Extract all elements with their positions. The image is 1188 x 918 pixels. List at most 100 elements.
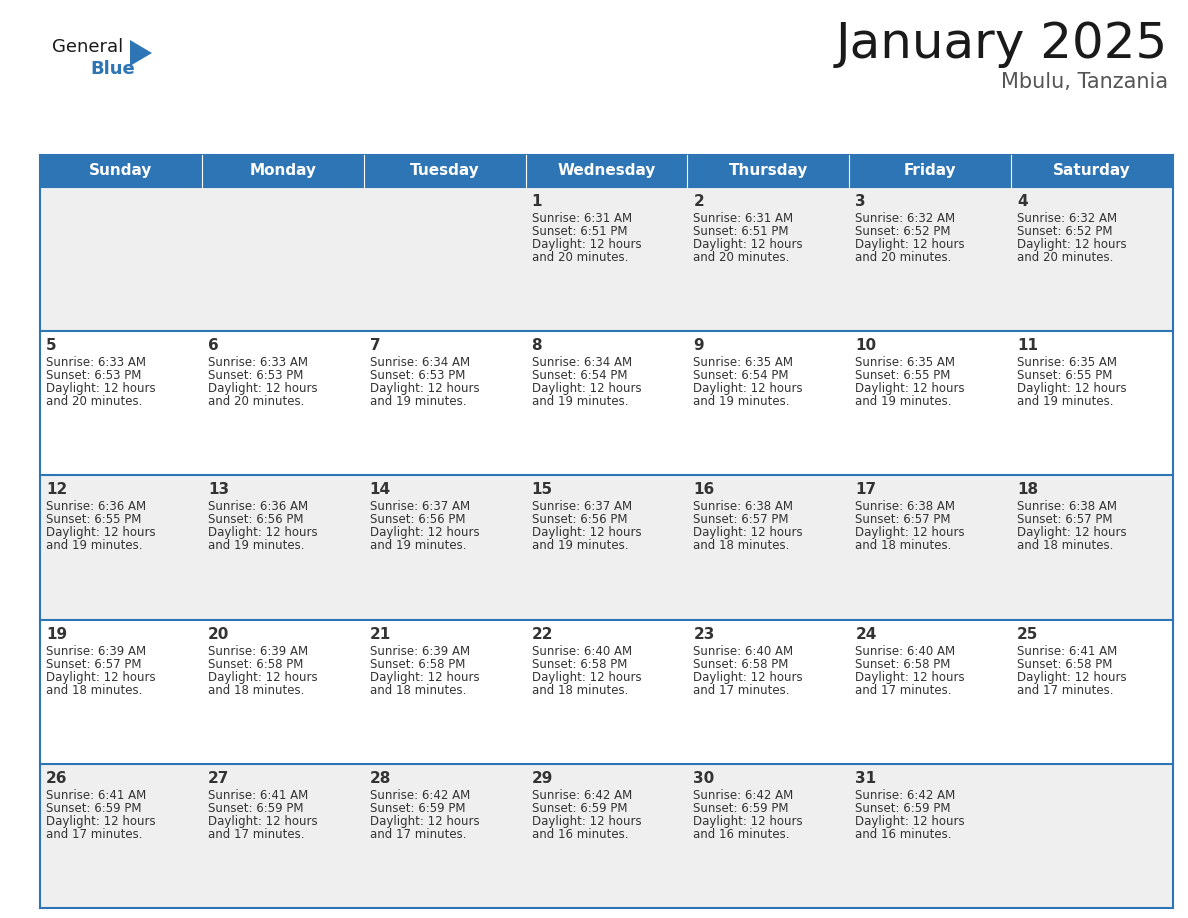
Text: and 17 minutes.: and 17 minutes. [1017,684,1113,697]
Text: 17: 17 [855,482,877,498]
Text: Sunrise: 6:42 AM: Sunrise: 6:42 AM [369,789,470,801]
Text: Sunrise: 6:36 AM: Sunrise: 6:36 AM [208,500,308,513]
Text: Daylight: 12 hours: Daylight: 12 hours [531,526,642,540]
Text: Sunrise: 6:38 AM: Sunrise: 6:38 AM [1017,500,1117,513]
Text: Sunrise: 6:38 AM: Sunrise: 6:38 AM [694,500,794,513]
Text: Sunset: 6:59 PM: Sunset: 6:59 PM [855,801,950,815]
Text: and 18 minutes.: and 18 minutes. [46,684,143,697]
Text: Sunset: 6:59 PM: Sunset: 6:59 PM [208,801,303,815]
Text: Sunrise: 6:41 AM: Sunrise: 6:41 AM [208,789,308,801]
Text: General: General [52,38,124,56]
Text: Mbulu, Tanzania: Mbulu, Tanzania [1000,72,1168,92]
Text: Sunrise: 6:34 AM: Sunrise: 6:34 AM [531,356,632,369]
Text: Thursday: Thursday [728,163,808,178]
Text: Sunrise: 6:37 AM: Sunrise: 6:37 AM [531,500,632,513]
Text: Daylight: 12 hours: Daylight: 12 hours [855,815,965,828]
Text: Daylight: 12 hours: Daylight: 12 hours [369,671,479,684]
Text: Sunrise: 6:41 AM: Sunrise: 6:41 AM [1017,644,1118,657]
Text: 19: 19 [46,627,68,642]
Text: Daylight: 12 hours: Daylight: 12 hours [694,526,803,540]
Text: Sunset: 6:55 PM: Sunset: 6:55 PM [46,513,141,526]
Text: Daylight: 12 hours: Daylight: 12 hours [855,671,965,684]
Text: 23: 23 [694,627,715,642]
Text: Sunset: 6:56 PM: Sunset: 6:56 PM [208,513,303,526]
Text: Sunset: 6:57 PM: Sunset: 6:57 PM [855,513,950,526]
Text: 10: 10 [855,338,877,353]
Text: Daylight: 12 hours: Daylight: 12 hours [369,815,479,828]
Text: 22: 22 [531,627,554,642]
Text: Sunrise: 6:35 AM: Sunrise: 6:35 AM [1017,356,1117,369]
Text: 4: 4 [1017,194,1028,209]
Text: Sunrise: 6:37 AM: Sunrise: 6:37 AM [369,500,469,513]
Text: and 19 minutes.: and 19 minutes. [369,540,466,553]
Text: Daylight: 12 hours: Daylight: 12 hours [694,382,803,396]
Text: and 20 minutes.: and 20 minutes. [531,251,628,264]
Text: 28: 28 [369,771,391,786]
Text: and 18 minutes.: and 18 minutes. [208,684,304,697]
Text: Sunset: 6:59 PM: Sunset: 6:59 PM [369,801,466,815]
Text: Sunrise: 6:38 AM: Sunrise: 6:38 AM [855,500,955,513]
Text: and 18 minutes.: and 18 minutes. [694,540,790,553]
Text: 8: 8 [531,338,542,353]
Text: Daylight: 12 hours: Daylight: 12 hours [46,671,156,684]
Text: Sunrise: 6:42 AM: Sunrise: 6:42 AM [694,789,794,801]
Text: and 17 minutes.: and 17 minutes. [694,684,790,697]
Text: Daylight: 12 hours: Daylight: 12 hours [369,382,479,396]
Bar [364,155,525,187]
Bar [40,764,1173,908]
Text: Monday: Monday [249,163,316,178]
Text: and 19 minutes.: and 19 minutes. [1017,396,1113,409]
Bar [525,155,688,187]
Text: 27: 27 [208,771,229,786]
Text: and 18 minutes.: and 18 minutes. [1017,540,1113,553]
Text: Sunrise: 6:39 AM: Sunrise: 6:39 AM [369,644,469,657]
Text: Daylight: 12 hours: Daylight: 12 hours [208,526,317,540]
Text: Daylight: 12 hours: Daylight: 12 hours [46,526,156,540]
Text: and 18 minutes.: and 18 minutes. [369,684,466,697]
Text: and 20 minutes.: and 20 minutes. [855,251,952,264]
Text: Daylight: 12 hours: Daylight: 12 hours [855,382,965,396]
Text: Daylight: 12 hours: Daylight: 12 hours [208,382,317,396]
Text: Daylight: 12 hours: Daylight: 12 hours [1017,238,1126,251]
Text: 1: 1 [531,194,542,209]
Text: 15: 15 [531,482,552,498]
Text: 6: 6 [208,338,219,353]
Text: 3: 3 [855,194,866,209]
Text: and 16 minutes.: and 16 minutes. [855,828,952,841]
Text: Daylight: 12 hours: Daylight: 12 hours [855,526,965,540]
Text: and 19 minutes.: and 19 minutes. [531,540,628,553]
Text: Sunrise: 6:31 AM: Sunrise: 6:31 AM [531,212,632,225]
Text: 7: 7 [369,338,380,353]
Text: Sunset: 6:55 PM: Sunset: 6:55 PM [1017,369,1112,382]
Text: Wednesday: Wednesday [557,163,656,178]
Text: Daylight: 12 hours: Daylight: 12 hours [694,238,803,251]
Text: Sunset: 6:58 PM: Sunset: 6:58 PM [855,657,950,671]
Text: 14: 14 [369,482,391,498]
Text: Daylight: 12 hours: Daylight: 12 hours [855,238,965,251]
Text: Sunset: 6:55 PM: Sunset: 6:55 PM [855,369,950,382]
Text: Daylight: 12 hours: Daylight: 12 hours [369,526,479,540]
Text: Daylight: 12 hours: Daylight: 12 hours [1017,526,1126,540]
Text: Sunrise: 6:35 AM: Sunrise: 6:35 AM [855,356,955,369]
Text: 21: 21 [369,627,391,642]
Bar [202,155,364,187]
Text: Sunset: 6:54 PM: Sunset: 6:54 PM [531,369,627,382]
Text: Sunrise: 6:31 AM: Sunrise: 6:31 AM [694,212,794,225]
Text: Sunset: 6:58 PM: Sunset: 6:58 PM [694,657,789,671]
Text: 26: 26 [46,771,68,786]
Text: and 19 minutes.: and 19 minutes. [369,396,466,409]
Text: Sunset: 6:53 PM: Sunset: 6:53 PM [208,369,303,382]
Text: Daylight: 12 hours: Daylight: 12 hours [694,815,803,828]
Text: 16: 16 [694,482,715,498]
Text: and 18 minutes.: and 18 minutes. [855,540,952,553]
Text: Daylight: 12 hours: Daylight: 12 hours [531,382,642,396]
Text: Sunrise: 6:42 AM: Sunrise: 6:42 AM [531,789,632,801]
Text: and 19 minutes.: and 19 minutes. [694,396,790,409]
Text: and 19 minutes.: and 19 minutes. [46,540,143,553]
Bar [40,620,1173,764]
Text: Sunset: 6:53 PM: Sunset: 6:53 PM [369,369,465,382]
Bar [40,476,1173,620]
Text: and 19 minutes.: and 19 minutes. [208,540,304,553]
Text: Sunrise: 6:39 AM: Sunrise: 6:39 AM [46,644,146,657]
Text: 18: 18 [1017,482,1038,498]
